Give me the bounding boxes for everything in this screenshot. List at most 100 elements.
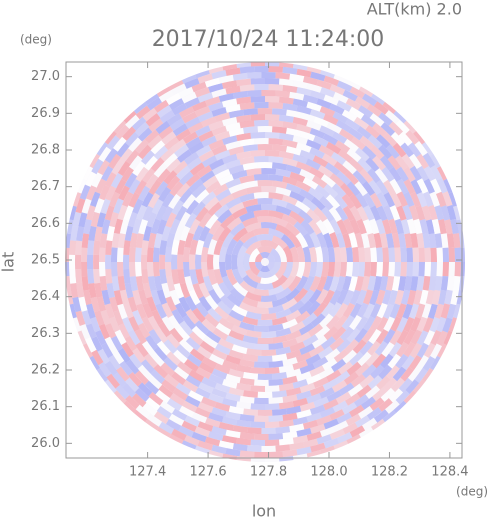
echo-cell xyxy=(299,363,316,375)
echo-cell xyxy=(211,282,225,299)
echo-cell xyxy=(218,440,234,450)
echo-cell xyxy=(225,85,241,95)
echo-cell xyxy=(282,375,298,385)
echo-cell xyxy=(383,192,396,208)
echo-cell xyxy=(333,161,349,175)
echo-cell xyxy=(111,262,118,277)
echo-cell xyxy=(171,103,188,116)
echo-cell xyxy=(225,104,241,113)
echo-cell xyxy=(335,391,352,405)
echo-cell xyxy=(296,87,312,96)
echo-cell xyxy=(108,355,121,371)
echo-cell xyxy=(360,114,376,128)
echo-cell xyxy=(81,276,90,291)
echo-cell xyxy=(144,380,160,395)
echo-cell xyxy=(161,302,174,318)
echo-cell xyxy=(357,351,372,367)
echo-cell xyxy=(195,387,211,399)
echo-cell xyxy=(206,254,214,270)
echo-cell xyxy=(142,107,158,122)
echo-cell xyxy=(242,316,258,326)
echo-cell xyxy=(390,192,402,208)
echo-cell xyxy=(94,310,105,326)
echo-cell xyxy=(375,329,389,345)
echo-cell xyxy=(313,396,329,408)
echo-cell xyxy=(245,240,262,256)
echo-cell xyxy=(410,329,423,345)
echo-cell xyxy=(171,269,180,285)
echo-cell xyxy=(231,188,248,200)
echo-cell xyxy=(242,180,258,189)
echo-cell xyxy=(379,353,394,369)
echo-cell xyxy=(81,262,88,277)
echo-cell xyxy=(257,143,273,151)
echo-cell xyxy=(287,232,302,249)
echo-cell xyxy=(208,219,222,235)
echo-cell xyxy=(198,296,212,312)
echo-cell xyxy=(332,111,348,124)
echo-cell xyxy=(398,131,413,147)
echo-cell xyxy=(191,412,208,424)
echo-cell xyxy=(372,387,387,402)
echo-cell xyxy=(286,368,302,378)
echo-cell xyxy=(151,198,164,215)
echo-cell xyxy=(349,302,362,319)
echo-cell xyxy=(421,303,432,319)
echo-cell xyxy=(261,427,276,435)
echo-cell xyxy=(381,342,395,358)
echo-cell xyxy=(286,146,302,156)
echo-cell xyxy=(218,174,234,186)
echo-cell xyxy=(236,382,252,392)
echo-cell xyxy=(115,124,130,140)
echo-cell xyxy=(313,206,328,222)
echo-cell xyxy=(243,408,258,416)
echo-cell xyxy=(265,367,280,374)
echo-cell xyxy=(178,211,191,228)
echo-cell xyxy=(201,135,217,148)
echo-cell xyxy=(147,315,160,332)
echo-cell xyxy=(286,127,302,137)
echo-cell xyxy=(225,335,241,347)
echo-cell xyxy=(335,302,349,319)
echo-cell xyxy=(184,435,200,446)
echo-cell xyxy=(356,289,367,306)
echo-cell xyxy=(179,338,194,353)
echo-cell xyxy=(69,303,77,319)
echo-cell xyxy=(367,134,383,149)
echo-cell xyxy=(140,150,155,165)
echo-cell xyxy=(207,201,223,217)
echo-cell xyxy=(316,232,328,249)
echo-cell xyxy=(119,219,130,235)
echo-cell xyxy=(361,180,376,196)
echo-cell xyxy=(195,144,212,157)
echo-cell xyxy=(129,232,138,248)
echo-cell xyxy=(176,344,191,359)
y-tick-label: 27.0 xyxy=(31,69,60,84)
echo-cell xyxy=(257,215,273,223)
echo-cell xyxy=(183,151,199,166)
echo-cell xyxy=(225,392,241,402)
echo-cell xyxy=(239,432,255,440)
echo-cell xyxy=(104,303,115,319)
echo-cell xyxy=(254,119,269,127)
echo-cell xyxy=(430,262,437,277)
echo-cell xyxy=(124,225,134,242)
echo-cell xyxy=(388,247,396,262)
echo-cell xyxy=(218,74,234,84)
echo-cell xyxy=(309,109,326,120)
echo-cell xyxy=(268,84,284,91)
echo-cell xyxy=(142,402,158,417)
echo-cell xyxy=(364,247,372,262)
echo-cell xyxy=(369,397,385,411)
echo-cell xyxy=(285,222,301,237)
echo-cell xyxy=(345,118,361,131)
echo-cell xyxy=(173,225,184,241)
echo-cell xyxy=(221,275,235,292)
echo-cell xyxy=(268,433,284,440)
radar-echo xyxy=(64,61,466,463)
echo-cell xyxy=(228,349,245,360)
echo-cell xyxy=(404,275,413,291)
echo-cell xyxy=(198,282,211,299)
echo-cell xyxy=(122,383,137,398)
echo-cell xyxy=(150,140,166,155)
